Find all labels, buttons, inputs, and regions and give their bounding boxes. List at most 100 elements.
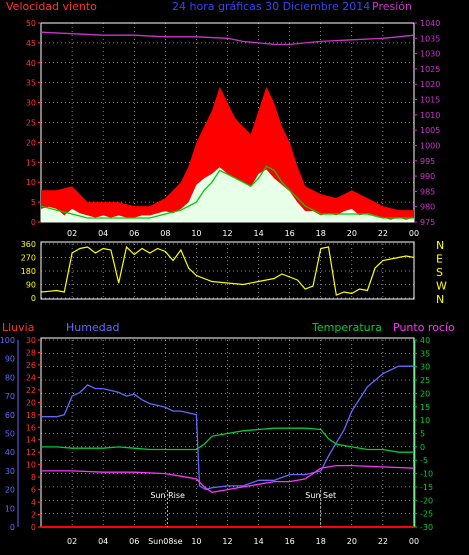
- rain-tick-label: 26: [26, 361, 36, 370]
- wind-x-tick-label: 20: [347, 229, 357, 238]
- avg-wind-line: [40, 165, 414, 219]
- wind-x-tick-label: 10: [191, 229, 201, 238]
- pressure-tick-label: 1000: [420, 141, 440, 150]
- humidity-tick-label: 70: [5, 392, 15, 401]
- wind-x-tick-label: 02: [67, 229, 77, 238]
- wind-tick-label: 0: [31, 218, 36, 227]
- hum-x-tick-label: 16: [285, 537, 295, 546]
- dewpoint-line: [41, 464, 415, 493]
- pressure-tick-label: 980: [420, 203, 435, 212]
- pressure-tick-label: 985: [420, 187, 435, 196]
- pressure-tick-label: 975: [420, 218, 435, 227]
- pressure-tick-label: 1025: [420, 65, 440, 74]
- rain-label: Lluvia: [2, 321, 34, 334]
- humidity-tick-label: 80: [5, 373, 15, 382]
- humidity-tick-label: 0: [10, 523, 15, 532]
- dir-tick-label: 180: [21, 267, 36, 276]
- humidity-tick-label: 10: [5, 504, 15, 513]
- temp-tick-label: -20: [420, 496, 433, 505]
- temp-tick-label: -30: [420, 523, 433, 532]
- wind-tick-label: 20: [26, 138, 36, 147]
- hum-x-tick-label: 12: [222, 537, 232, 546]
- dewpoint-label: Punto rocío: [393, 321, 455, 334]
- pressure-tick-label: 1040: [420, 19, 440, 28]
- hum-x-tick-label: Sun08se: [148, 537, 183, 546]
- humidity-tick-label: 90: [5, 355, 15, 364]
- temp-tick-label: -15: [420, 483, 433, 492]
- wind-x-tick-label: 06: [129, 229, 139, 238]
- wind-x-tick-label: 16: [285, 229, 295, 238]
- temp-tick-label: -25: [420, 510, 433, 519]
- hum-x-tick-label: 22: [378, 537, 388, 546]
- rain-tick-label: 24: [26, 373, 36, 382]
- rain-tick-label: 4: [31, 498, 36, 507]
- temp-tick-label: 25: [420, 376, 430, 385]
- temperature-label: Temperatura: [311, 321, 382, 334]
- wind-x-tick-label: 04: [98, 229, 108, 238]
- wind-tick-label: 45: [26, 39, 36, 48]
- wind-speed-label: Velocidad viento: [6, 0, 97, 13]
- pressure-tick-label: 995: [420, 157, 435, 166]
- wind-x-tick-label: 08: [160, 229, 170, 238]
- pressure-tick-label: 1005: [420, 126, 440, 135]
- rain-tick-label: 8: [31, 473, 36, 482]
- humidity-tick-label: 50: [5, 430, 15, 439]
- compass-label: N: [436, 239, 444, 252]
- sunrise-label: Sun Rise: [150, 491, 185, 500]
- compass-label: W: [436, 280, 447, 293]
- wind-tick-label: 50: [26, 19, 36, 28]
- wind-tick-label: 5: [31, 198, 36, 207]
- hum-x-tick-label: 06: [129, 537, 139, 546]
- wind-tick-label: 40: [26, 59, 36, 68]
- rain-tick-label: 30: [26, 336, 36, 345]
- hum-x-tick-label: 02: [67, 537, 77, 546]
- temp-tick-label: 20: [420, 389, 430, 398]
- pressure-label: Presión: [372, 0, 412, 13]
- temp-tick-label: 30: [420, 363, 430, 372]
- rain-tick-label: 28: [26, 348, 36, 357]
- dir-tick-label: 270: [21, 254, 36, 263]
- temp-tick-label: 40: [420, 336, 430, 345]
- pressure-tick-label: 1020: [420, 80, 440, 89]
- temp-tick-label: 15: [420, 403, 430, 412]
- temp-tick-label: 35: [420, 349, 430, 358]
- humidity-label: Humedad: [66, 321, 119, 334]
- rain-tick-label: 10: [26, 461, 36, 470]
- wind-tick-label: 25: [26, 119, 36, 128]
- rain-tick-label: 0: [31, 523, 36, 532]
- temp-tick-label: -5: [420, 456, 428, 465]
- pressure-line: [40, 31, 415, 46]
- temp-tick-label: 5: [420, 430, 425, 439]
- direction-panel-frame: [40, 241, 415, 300]
- compass-label: E: [436, 253, 443, 266]
- pressure-tick-label: 990: [420, 172, 435, 181]
- dir-tick-label: 0: [31, 294, 36, 303]
- pressure-tick-label: 1035: [420, 34, 440, 43]
- rain-tick-label: 22: [26, 386, 36, 395]
- temperature-line: [41, 427, 414, 453]
- dir-tick-label: 90: [26, 281, 36, 290]
- wind-tick-label: 15: [26, 158, 36, 167]
- hum-x-tick-label: 00: [409, 537, 419, 546]
- wind-x-tick-label: 14: [253, 229, 263, 238]
- wind-speed-area: [41, 167, 414, 222]
- wind-x-tick-label: 12: [222, 229, 232, 238]
- humidity-line: [41, 365, 414, 491]
- wind-tick-label: 10: [26, 178, 36, 187]
- wind-x-tick-label: 22: [378, 229, 388, 238]
- rain-tick-label: 16: [26, 423, 36, 432]
- wind-x-tick-label: 00: [409, 229, 419, 238]
- compass-label: N: [436, 293, 444, 306]
- temp-tick-label: 0: [420, 443, 425, 452]
- wind-x-tick-label: 18: [316, 229, 326, 238]
- rain-tick-label: 14: [26, 436, 36, 445]
- compass-label: S: [436, 266, 443, 279]
- pressure-tick-label: 1010: [420, 111, 440, 120]
- humidity-tick-label: 30: [5, 467, 15, 476]
- sunset-label: Sun Set: [305, 491, 336, 500]
- direction-line: [40, 245, 415, 296]
- pressure-tick-label: 1015: [420, 96, 440, 105]
- hum-x-tick-label: 18: [316, 537, 326, 546]
- hum-x-tick-label: 20: [347, 537, 357, 546]
- wind-tick-label: 35: [26, 79, 36, 88]
